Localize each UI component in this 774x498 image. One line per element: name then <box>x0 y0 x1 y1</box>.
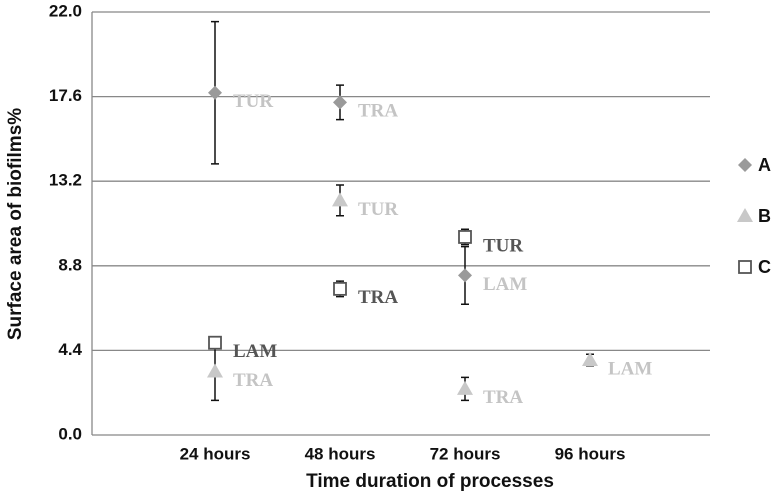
data-point <box>458 268 472 283</box>
legend-marker <box>737 208 753 222</box>
legend-label: A <box>758 155 771 175</box>
data-point <box>332 192 348 207</box>
data-point <box>458 230 472 244</box>
data-point <box>208 335 222 350</box>
point-label: LAM <box>608 358 652 379</box>
legend-marker <box>738 260 752 274</box>
point-label: TUR <box>483 235 523 256</box>
y-tick-label: 17.6 <box>49 86 82 105</box>
x-axis-title: Time duration of processes <box>306 471 554 492</box>
data-point <box>333 95 347 110</box>
point-label: TRA <box>358 287 398 308</box>
point-label: LAM <box>483 274 527 295</box>
y-tick-label: 0.0 <box>58 424 82 443</box>
legend-label: C <box>758 257 771 277</box>
x-tick-label: 72 hours <box>430 444 501 463</box>
point-label: TRA <box>483 387 523 408</box>
y-tick-label: 8.8 <box>58 255 82 274</box>
x-tick-label: 24 hours <box>180 444 251 463</box>
y-tick-label: 13.2 <box>49 171 82 190</box>
point-label: TUR <box>358 199 398 220</box>
y-axis-title: Surface area of biofilms% <box>5 108 26 340</box>
x-tick-label: 96 hours <box>555 444 626 463</box>
legend-label: B <box>758 206 771 226</box>
x-tick-label: 48 hours <box>305 444 376 463</box>
y-tick-label: 22.0 <box>49 1 82 20</box>
data-point <box>333 281 347 296</box>
data-point <box>582 352 598 367</box>
data-point <box>457 380 473 395</box>
legend-marker <box>738 158 752 172</box>
point-label: TUR <box>233 91 273 112</box>
y-tick-label: 4.4 <box>58 340 82 359</box>
data-point <box>207 363 223 378</box>
point-label: TRA <box>358 101 398 122</box>
point-label: LAM <box>233 341 277 362</box>
point-label: TRA <box>233 370 273 391</box>
data-point <box>208 85 222 100</box>
